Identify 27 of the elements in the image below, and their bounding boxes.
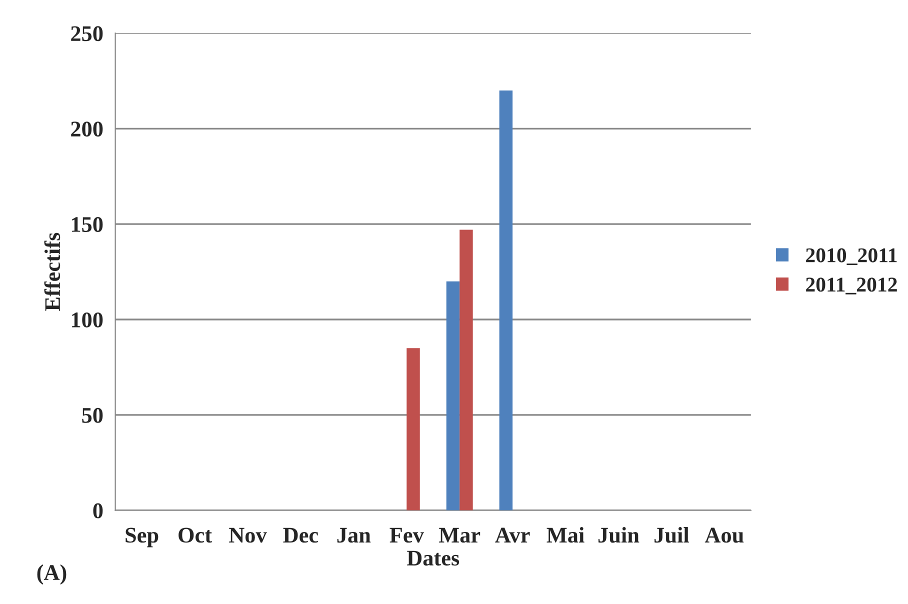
x-tick-label: Avr: [495, 528, 530, 543]
x-tick-label: Mar: [439, 528, 480, 543]
legend-label: 2010_2011: [806, 248, 897, 266]
x-tick-label: Jan: [337, 528, 371, 543]
x-tick-label: Sep: [126, 528, 158, 548]
bar: [499, 90, 513, 510]
x-tick-label: Mai: [546, 527, 584, 543]
x-tick-label: Juil: [654, 527, 689, 543]
x-tick-label: Dec: [283, 528, 318, 543]
y-tick-label: 250: [71, 26, 103, 42]
x-tick-label: Aou: [704, 528, 744, 543]
x-axis-title: Dates: [406, 550, 460, 566]
y-tick-label: 50: [82, 408, 103, 423]
text: (A): [37, 564, 66, 585]
legend-label: 2011_2012: [806, 278, 897, 294]
y-tick-label: 0: [93, 503, 103, 518]
bar: [460, 230, 473, 510]
bar: [406, 348, 420, 510]
y-tick-label: 200: [71, 122, 103, 137]
y-tick-label: 100: [72, 312, 103, 328]
x-tick-label: Juin: [598, 527, 640, 543]
y-tick-label: 150: [72, 217, 103, 232]
bar: [446, 281, 460, 510]
y-axis-title: Effectifs: [44, 232, 60, 311]
x-tick-label: Fev: [390, 528, 424, 543]
x-tick-label: Oct: [178, 528, 212, 543]
x-tick-label: Nov: [229, 528, 267, 543]
